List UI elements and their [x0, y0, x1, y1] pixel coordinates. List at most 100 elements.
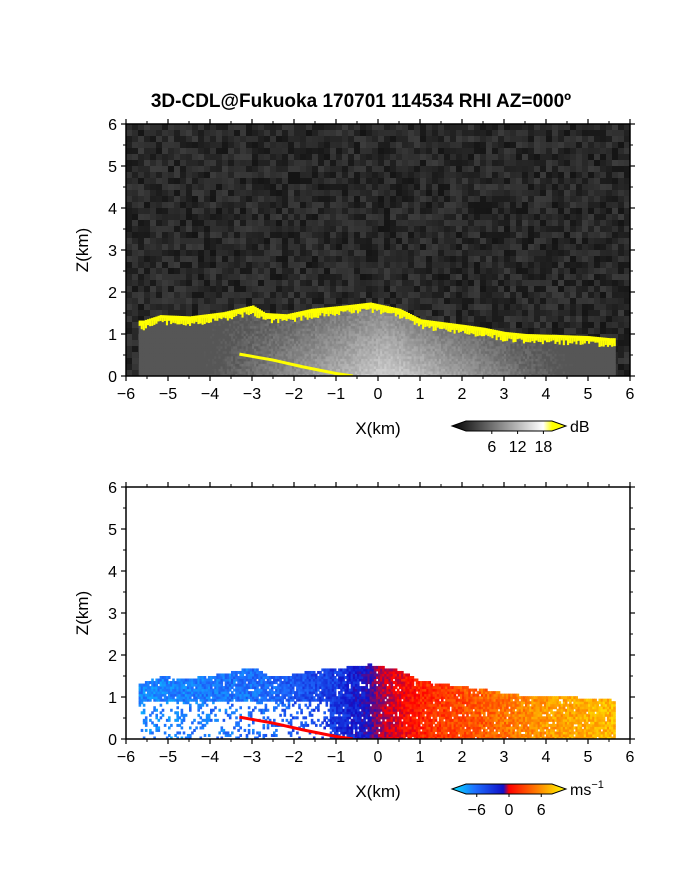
snr-noise-cell — [372, 208, 378, 214]
snr-noise-cell — [576, 256, 582, 262]
snr-echo-cell — [140, 335, 144, 339]
snr-echo-cell — [201, 373, 205, 376]
snr-noise-cell — [330, 268, 336, 274]
snr-noise-cell — [354, 184, 360, 190]
snr-noise-cell — [258, 292, 264, 298]
snr-echo-cell — [176, 340, 179, 344]
snr-echo-cell — [233, 358, 236, 362]
snr-echo-cell — [138, 363, 142, 367]
snr-noise-cell — [210, 172, 216, 178]
snr-noise-cell — [492, 208, 498, 214]
snr-noise-cell — [372, 196, 378, 202]
snr-noise-cell — [462, 310, 468, 316]
snr-echo-cell — [222, 330, 226, 334]
snr-echo-cell — [184, 363, 188, 367]
snr-noise-cell — [300, 208, 306, 214]
snr-noise-cell — [132, 328, 138, 334]
snr-noise-cell — [336, 178, 342, 184]
snr-high-cell — [222, 312, 226, 318]
snr-noise-cell — [540, 292, 546, 298]
snr-echo-cell — [180, 370, 184, 374]
snr-noise-cell — [528, 256, 534, 262]
snr-noise-cell — [492, 124, 498, 130]
snr-noise-cell — [372, 292, 378, 298]
snr-noise-cell — [348, 202, 354, 208]
snr-noise-cell — [432, 274, 438, 280]
snr-echo-cell — [138, 368, 142, 372]
snr-noise-cell — [444, 124, 450, 130]
snr-noise-cell — [210, 136, 216, 142]
snr-echo-cell — [252, 330, 255, 334]
snr-noise-cell — [372, 226, 378, 232]
snr-noise-cell — [552, 148, 558, 154]
snr-noise-cell — [558, 244, 564, 250]
snr-noise-cell — [588, 226, 594, 232]
snr-noise-cell — [576, 316, 582, 322]
snr-noise-cell — [204, 268, 210, 274]
snr-noise-cell — [384, 256, 390, 262]
snr-noise-cell — [546, 214, 552, 220]
snr-echo-cell — [195, 348, 198, 352]
snr-echo-cell — [199, 363, 203, 367]
snr-noise-cell — [408, 202, 414, 208]
snr-noise-cell — [354, 256, 360, 262]
snr-noise-cell — [408, 244, 414, 250]
snr-noise-cell — [378, 220, 384, 226]
snr-noise-cell — [378, 298, 384, 304]
snr-noise-cell — [564, 298, 570, 304]
snr-noise-cell — [222, 196, 228, 202]
snr-echo-cell — [151, 365, 154, 369]
snr-noise-cell — [132, 226, 138, 232]
snr-noise-cell — [498, 262, 504, 268]
snr-noise-cell — [480, 238, 486, 244]
snr-noise-cell — [564, 244, 570, 250]
snr-noise-cell — [606, 136, 612, 142]
snr-noise-cell — [150, 238, 156, 244]
snr-echo-cell — [197, 365, 200, 369]
snr-noise-cell — [426, 130, 432, 136]
snr-echo-cell — [184, 350, 188, 354]
snr-noise-cell — [588, 262, 594, 268]
snr-echo-cell — [178, 340, 182, 344]
snr-noise-cell — [564, 316, 570, 322]
snr-noise-cell — [300, 214, 306, 220]
snr-echo-cell — [245, 325, 249, 329]
snr-noise-cell — [336, 154, 342, 160]
snr-echo-cell — [256, 320, 259, 324]
snr-noise-cell — [510, 130, 516, 136]
snr-high-cell — [247, 306, 251, 316]
snr-noise-cell — [342, 184, 348, 190]
snr-noise-cell — [228, 184, 234, 190]
snr-noise-cell — [504, 154, 510, 160]
snr-noise-cell — [306, 142, 312, 148]
snr-noise-cell — [408, 184, 414, 190]
snr-noise-cell — [462, 238, 468, 244]
snr-noise-cell — [294, 250, 300, 256]
snr-noise-cell — [276, 280, 282, 286]
snr-echo-cell — [199, 368, 203, 372]
snr-noise-cell — [390, 292, 396, 298]
snr-noise-cell — [276, 196, 282, 202]
snr-noise-cell — [336, 190, 342, 196]
snr-echo-cell — [180, 355, 184, 359]
snr-echo-cell — [258, 348, 261, 352]
snr-echo-cell — [210, 358, 213, 362]
snr-noise-cell — [528, 124, 534, 130]
snr-noise-cell — [540, 316, 546, 322]
snr-noise-cell — [192, 250, 198, 256]
snr-echo-cell — [138, 355, 142, 359]
snr-noise-cell — [198, 268, 204, 274]
snr-echo-cell — [178, 323, 182, 327]
snr-noise-cell — [576, 166, 582, 172]
snr-noise-cell — [468, 226, 474, 232]
snr-noise-cell — [366, 268, 372, 274]
snr-echo-cell — [262, 365, 266, 369]
snr-echo-cell — [210, 323, 213, 327]
snr-echo-cell — [226, 330, 230, 334]
snr-echo-cell — [168, 320, 171, 324]
snr-noise-cell — [486, 238, 492, 244]
snr-noise-cell — [348, 262, 354, 268]
snr-noise-cell — [156, 178, 162, 184]
snr-noise-cell — [564, 250, 570, 256]
snr-noise-cell — [390, 226, 396, 232]
